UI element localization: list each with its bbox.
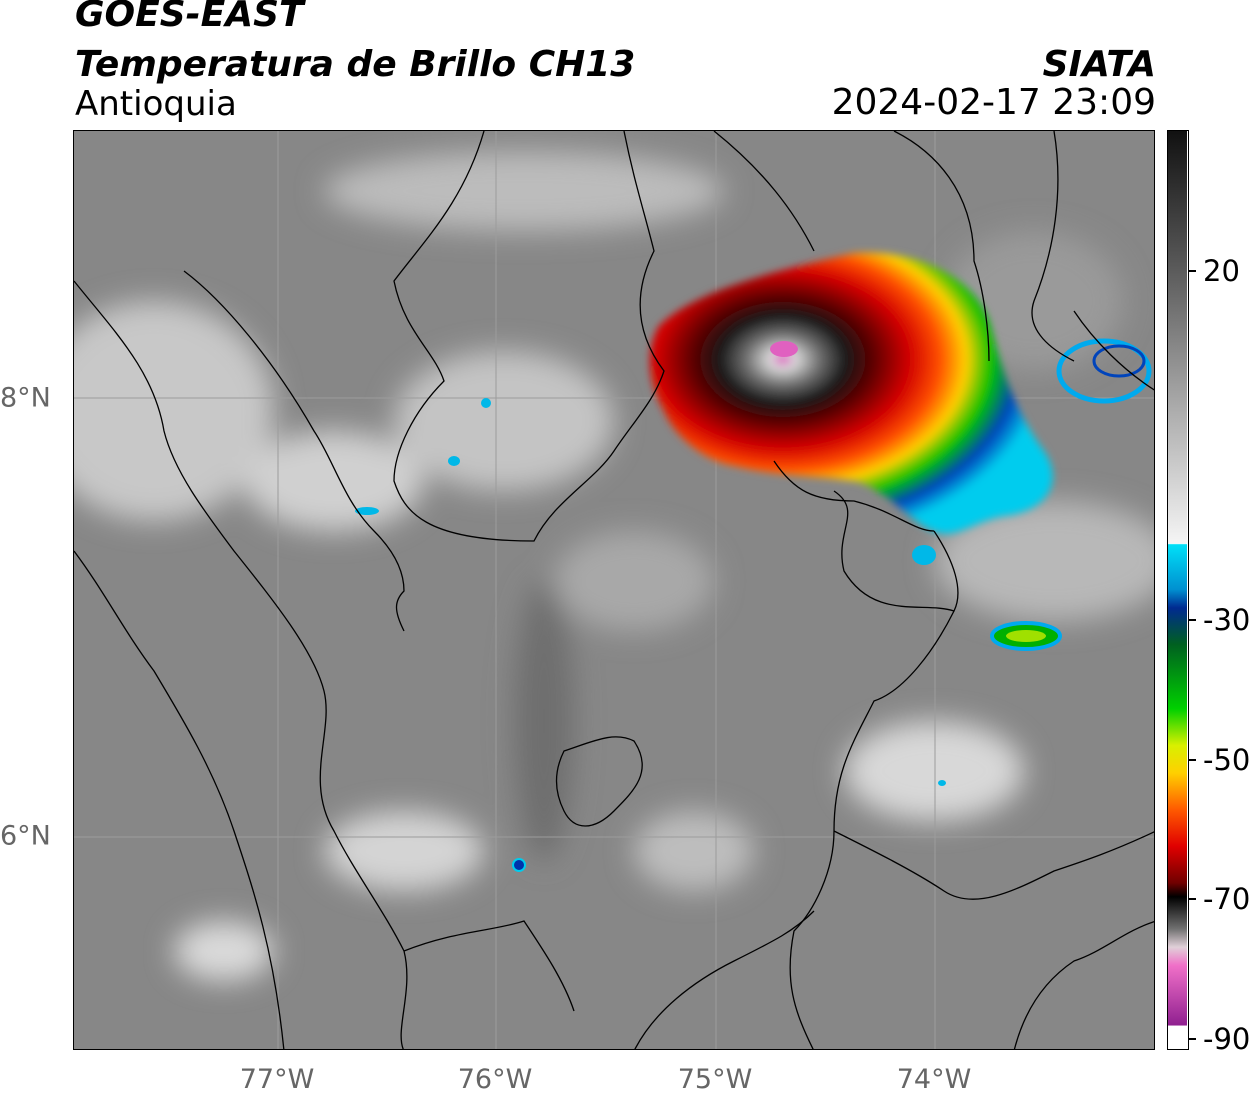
region-label: Antioquia — [75, 84, 237, 124]
colorbar-label-minus70: -70 — [1203, 882, 1251, 916]
colorbar-gradient — [1168, 131, 1187, 1048]
colorbar-label-minus90: -90 — [1203, 1022, 1251, 1056]
cold-cloud-spots — [355, 338, 1152, 872]
datetime-label: 2024-02-17 23:09 — [831, 82, 1156, 123]
product-title: Temperatura de Brillo CH13 — [75, 44, 636, 85]
political-boundaries — [74, 131, 1154, 1049]
satellite-title: GOES-EAST — [75, 0, 304, 35]
colorbar-tick — [1189, 270, 1196, 272]
colorbar-tick — [1189, 1038, 1196, 1040]
lon-tick-76: 76°W — [457, 1064, 533, 1095]
colorbar-tick — [1189, 759, 1196, 761]
lon-tick-74: 74°W — [896, 1064, 972, 1095]
cloud-texture — [74, 151, 1154, 981]
colorbar-tick — [1189, 898, 1196, 900]
colorbar-tick — [1189, 619, 1196, 621]
colorbar — [1167, 130, 1189, 1050]
colorbar-label-minus50: -50 — [1203, 743, 1251, 777]
map-canvas — [74, 131, 1154, 1049]
agency-label: SIATA — [1042, 44, 1156, 85]
convective-storm — [649, 252, 1053, 534]
lat-tick-6: 6°N — [0, 820, 51, 852]
satellite-map[interactable] — [73, 130, 1155, 1050]
lat-tick-8: 8°N — [0, 382, 51, 414]
lon-tick-75: 75°W — [677, 1064, 753, 1095]
colorbar-label-minus30: -30 — [1203, 603, 1251, 637]
colorbar-label-20: 20 — [1203, 254, 1240, 288]
lon-tick-77: 77°W — [239, 1064, 315, 1095]
